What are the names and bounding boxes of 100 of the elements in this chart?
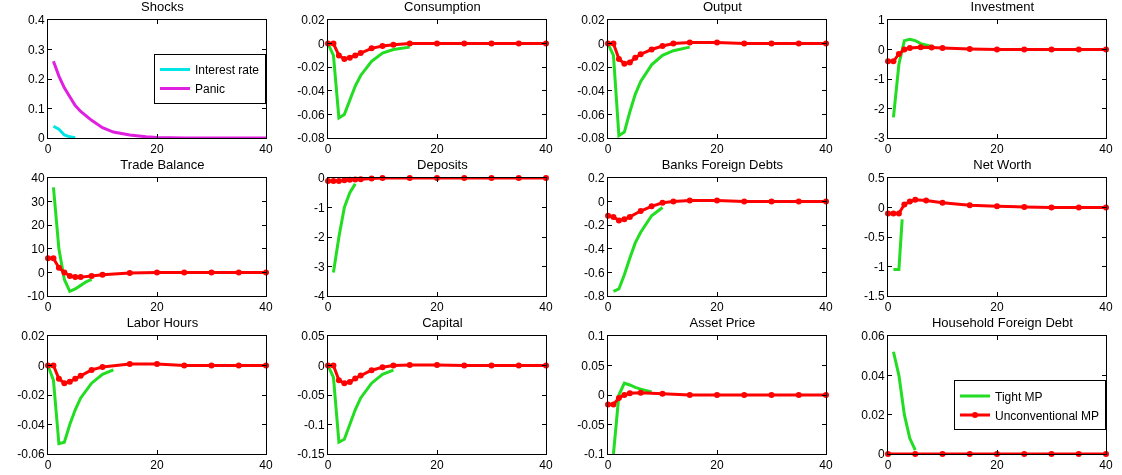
legend-label: Unconventional MP [995, 408, 1100, 423]
y-tick-label: 0.2 [587, 171, 605, 186]
x-tick-label: 40 [259, 300, 273, 315]
x-tick-label: 20 [430, 142, 444, 157]
y-tick-label: 0.02 [861, 407, 885, 422]
legend-label: Panic [195, 82, 226, 97]
y-tick-label: -1 [873, 259, 885, 274]
x-tick-label: 20 [710, 142, 724, 157]
y-tick-label: 0.2 [27, 72, 45, 87]
legend-label: Tight MP [995, 389, 1043, 404]
x-tick-label: 40 [1099, 300, 1113, 315]
y-tick-label: -0.8 [583, 289, 605, 304]
y-tick-label: -2 [313, 230, 325, 245]
y-tick-label: 40 [31, 171, 45, 186]
chart-title: Investment [970, 0, 1035, 15]
y-tick-label: -2 [873, 101, 885, 116]
x-tick-label: 20 [430, 300, 444, 315]
y-tick-label: 0 [877, 447, 885, 462]
y-tick-label: 0.5 [867, 171, 885, 186]
y-tick-label: -0.5 [863, 230, 885, 245]
chart-title: Banks Foreign Debts [661, 157, 784, 173]
y-tick-label: -1.5 [863, 289, 885, 304]
y-tick-label: -0.15 [297, 447, 325, 462]
y-tick-label: 0 [877, 200, 885, 215]
y-tick-label: -0.08 [577, 131, 605, 146]
x-tick-label: 40 [259, 142, 273, 157]
y-tick-label: 0.3 [27, 42, 45, 57]
chart-title: Labor Hours [126, 315, 199, 331]
y-tick-label: -0.6 [583, 265, 605, 280]
y-tick-label: 0 [317, 171, 325, 186]
y-tick-label: 0.05 [581, 358, 605, 373]
x-tick-label: 20 [710, 458, 724, 473]
y-tick-label: 1 [877, 13, 885, 28]
y-tick-label: -3 [313, 259, 325, 274]
x-tick-label: 40 [539, 300, 553, 315]
legend-label: Interest rate [195, 63, 260, 78]
y-tick-label: 0 [597, 194, 605, 209]
chart-title: Deposits [417, 157, 469, 173]
x-tick-label: 40 [539, 458, 553, 473]
x-tick-label: 20 [430, 458, 444, 473]
chart-title: Consumption [404, 0, 481, 15]
y-tick-label: 30 [31, 194, 45, 209]
y-tick-label: 0 [877, 42, 885, 57]
y-tick-label: -0.04 [577, 84, 605, 98]
x-tick-label: 20 [150, 300, 164, 315]
y-tick-label: 0 [37, 358, 45, 373]
x-tick-label: 40 [819, 142, 833, 157]
y-tick-label: 0 [317, 358, 325, 373]
y-tick-label: 0 [317, 36, 325, 51]
y-tick-label: -0.1 [583, 447, 605, 462]
x-tick-label: 20 [990, 300, 1004, 315]
y-tick-label: -0.04 [297, 84, 325, 98]
x-tick-label: 40 [1099, 458, 1113, 473]
y-tick-label: 0.04 [861, 368, 885, 383]
chart-title: Net Worth [973, 157, 1032, 173]
x-tick-label: 20 [150, 458, 164, 473]
chart-title: Asset Price [689, 315, 756, 331]
chart-title: Capital [422, 315, 463, 331]
y-tick-label: 20 [31, 218, 45, 233]
y-tick-label: -0.06 [577, 107, 605, 122]
y-tick-label: -0.4 [583, 242, 605, 256]
y-tick-label: -0.06 [297, 107, 325, 122]
chart-title: Output [702, 0, 743, 15]
y-tick-label: 0.02 [21, 329, 45, 344]
x-tick-label: 20 [710, 300, 724, 315]
x-tick-label: 40 [819, 458, 833, 473]
y-tick-label: -0.02 [577, 60, 605, 75]
y-tick-label: 0.06 [861, 329, 885, 344]
y-tick-label: -0.1 [303, 417, 325, 432]
y-tick-label: -10 [27, 289, 45, 304]
x-tick-label: 20 [990, 458, 1004, 473]
y-tick-label: 0.05 [301, 329, 325, 344]
chart-title: Trade Balance [120, 157, 205, 173]
x-tick-label: 20 [990, 142, 1004, 157]
y-tick-label: -0.05 [297, 388, 325, 403]
y-tick-label: 0.02 [581, 13, 605, 28]
y-tick-label: -0.02 [17, 388, 45, 403]
x-tick-label: 40 [819, 300, 833, 315]
y-tick-label: 0.1 [27, 101, 45, 116]
x-tick-label: 40 [539, 142, 553, 157]
y-tick-label: -3 [873, 131, 885, 146]
x-tick-label: 40 [1099, 142, 1113, 157]
y-tick-label: 0.1 [587, 329, 605, 344]
y-tick-label: 0.4 [27, 13, 45, 28]
x-tick-label: 20 [150, 142, 164, 157]
y-tick-label: -0.02 [297, 60, 325, 75]
chart-title: Household Foreign Debt [931, 315, 1074, 331]
y-tick-label: -0.04 [17, 417, 45, 432]
y-tick-label: 0 [597, 388, 605, 403]
y-tick-label: 0.02 [301, 13, 325, 28]
y-tick-label: 0 [37, 265, 45, 280]
y-tick-label: -0.08 [297, 131, 325, 146]
y-tick-label: -1 [313, 200, 325, 215]
chart-title: Shocks [141, 0, 185, 15]
y-tick-label: 10 [31, 242, 45, 256]
y-tick-label: -1 [873, 72, 885, 87]
y-tick-label: -0.06 [17, 447, 45, 462]
y-tick-label: -0.05 [577, 417, 605, 432]
y-tick-label: 0 [37, 131, 45, 146]
y-tick-label: 0 [597, 36, 605, 51]
